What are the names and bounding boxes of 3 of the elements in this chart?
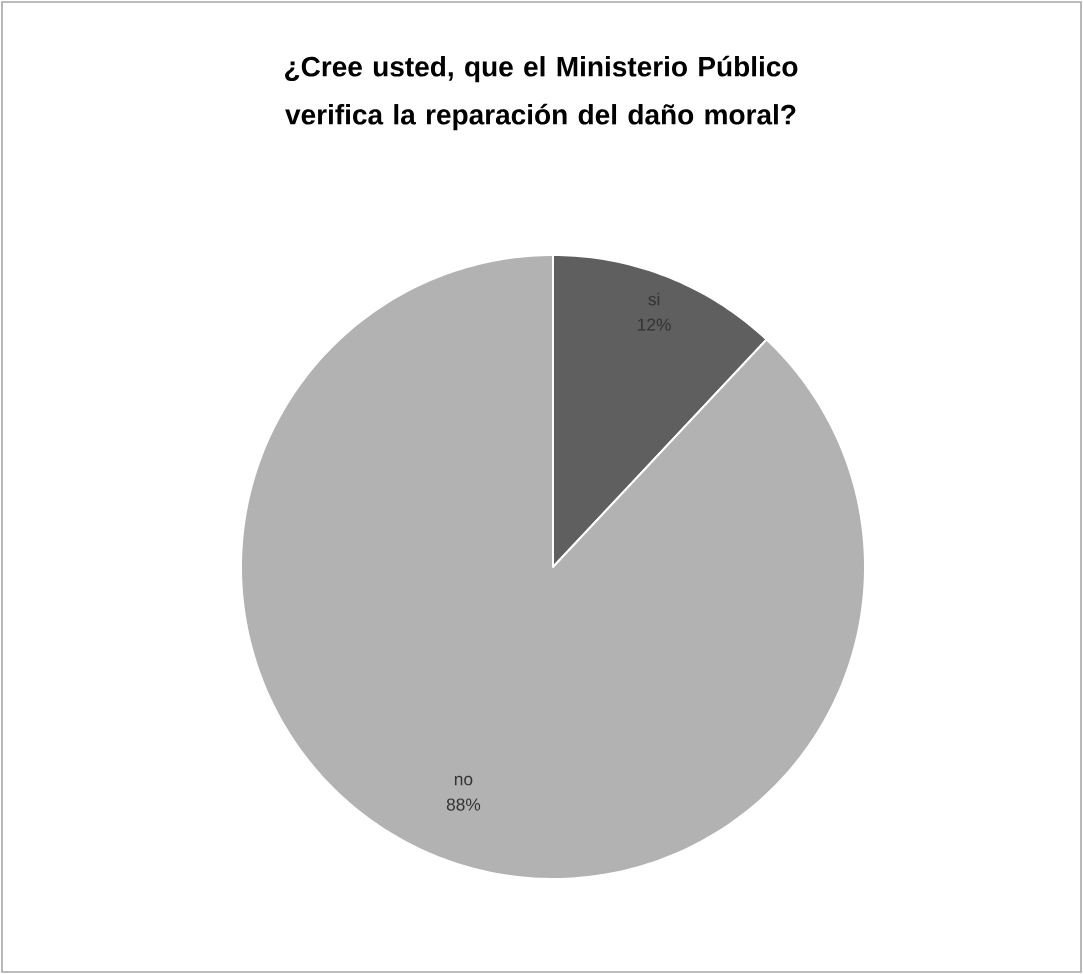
- slice-label: no: [454, 775, 473, 786]
- chart-title: ¿Cree usted, que el Ministerio Público verifica la reparación del daño moral?: [285, 55, 798, 131]
- data-label: 88%: [446, 798, 481, 811]
